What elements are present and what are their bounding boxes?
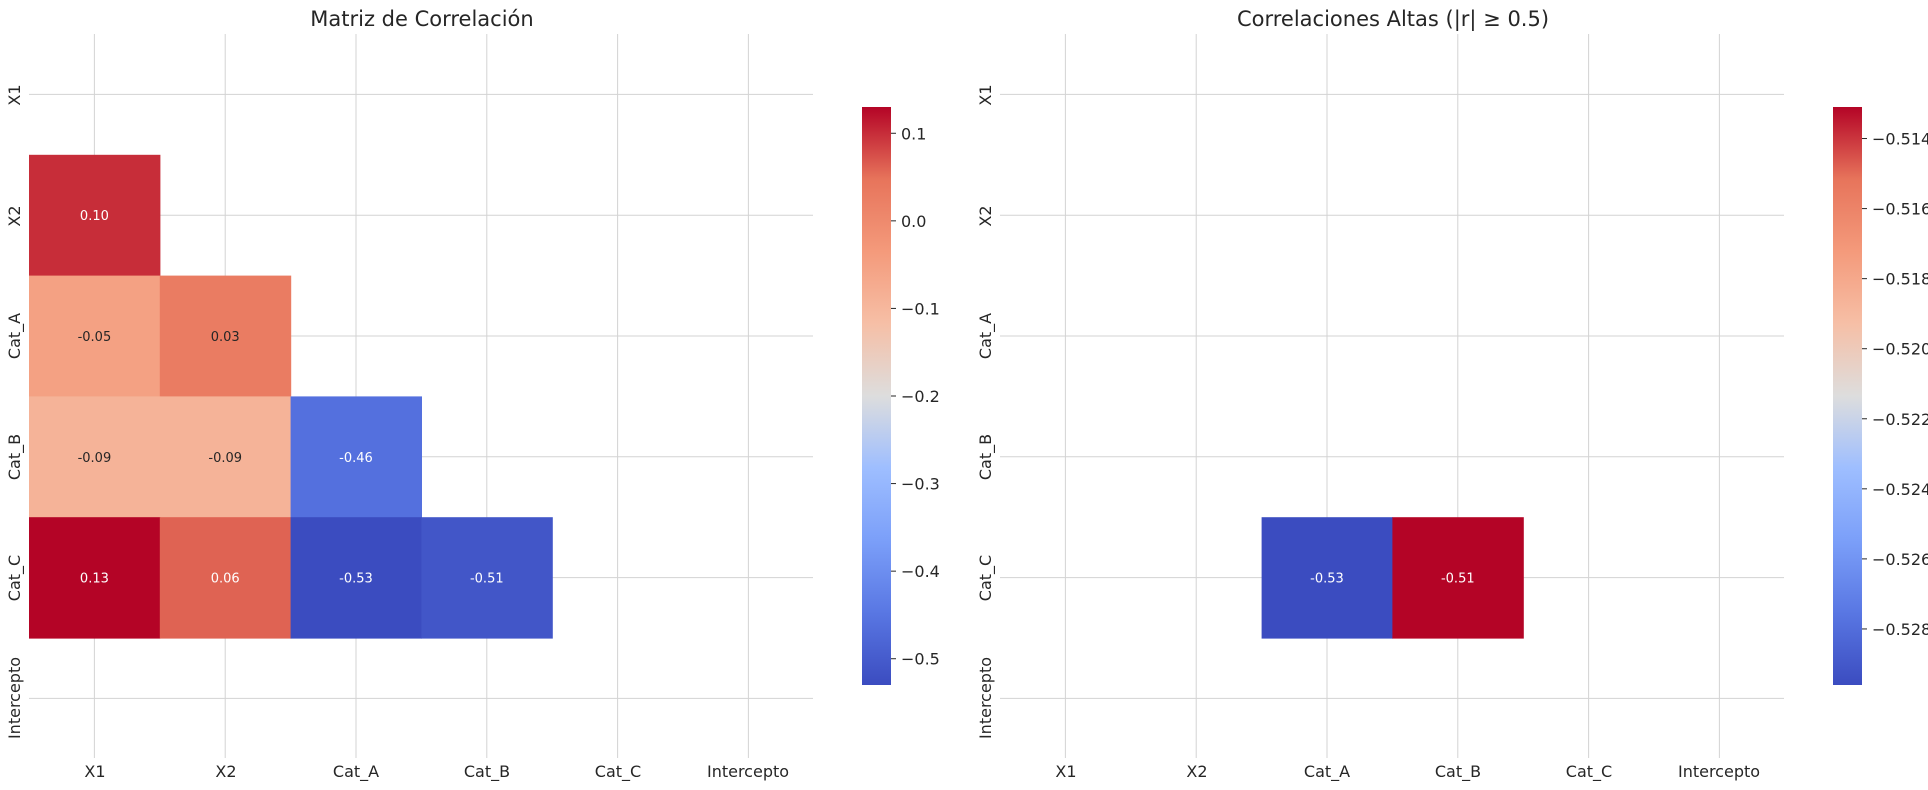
x-axis-right: X1 X2 Cat_A Cat_B Cat_C Intercepto bbox=[1055, 762, 1760, 782]
heatmap-cell bbox=[1261, 517, 1393, 639]
cell-value-label: 0.13 bbox=[80, 572, 109, 587]
heatmap-cell bbox=[159, 275, 292, 397]
heatmap-cell bbox=[159, 396, 292, 518]
x-tick-label: Cat_C bbox=[595, 762, 641, 782]
x-tick-label: X1 bbox=[1055, 762, 1076, 781]
y-tick-label: X1 bbox=[976, 84, 995, 105]
colorbar-tick-label: −0.3 bbox=[901, 475, 940, 494]
y-tick-label: Cat_A bbox=[5, 313, 25, 359]
cell-value-label: -0.53 bbox=[1310, 572, 1344, 587]
cell-value-label: -0.09 bbox=[208, 451, 242, 466]
y-axis-right: X1 X2 Cat_A Cat_B Cat_C Intercepto bbox=[976, 84, 996, 739]
heatmap-cell bbox=[290, 517, 422, 639]
heatmap-cells-left: 0.10 -0.05 0.03 -0.09 -0.09 -0.46 0.13 0.06 -0.5… bbox=[29, 154, 553, 639]
cell-value-label: 0.03 bbox=[211, 330, 240, 345]
colorbar-tick-label: −0.524 bbox=[1872, 480, 1928, 499]
x-tick-label: Cat_C bbox=[1566, 762, 1612, 782]
y-tick-label: Intercepto bbox=[5, 657, 24, 739]
cell-value-label: -0.09 bbox=[78, 451, 112, 466]
y-tick-label: Cat_B bbox=[5, 434, 25, 480]
cell-value-label: -0.51 bbox=[470, 572, 504, 587]
colorbar-tick-label: 0.0 bbox=[901, 212, 926, 231]
y-tick-label: Cat_C bbox=[976, 555, 996, 601]
heatmap-cell bbox=[1392, 517, 1524, 639]
heatmap-cell bbox=[159, 517, 292, 639]
heatmap-cell bbox=[29, 396, 161, 518]
cell-value-label: -0.05 bbox=[78, 330, 112, 345]
x-tick-label: Cat_B bbox=[1435, 762, 1481, 782]
colorbar-tick-label: −0.514 bbox=[1872, 130, 1928, 149]
colorbar-tick-label: −0.4 bbox=[901, 562, 940, 581]
colorbar-ticks-left: 0.1 0.0 −0.1 −0.2 −0.3 −0.4 −0.5 bbox=[891, 124, 940, 669]
y-tick-label: Intercepto bbox=[976, 657, 995, 739]
heatmap-cell bbox=[29, 275, 161, 397]
colorbar-right bbox=[1833, 107, 1862, 685]
cell-value-label: -0.53 bbox=[339, 572, 373, 587]
x-tick-label: Cat_A bbox=[1304, 762, 1350, 782]
y-axis-left: X1 X2 Cat_A Cat_B Cat_C Intercepto bbox=[5, 84, 25, 739]
colorbar-tick-label: −0.520 bbox=[1872, 340, 1928, 359]
x-tick-label: Cat_B bbox=[464, 762, 510, 782]
x-tick-label: Intercepto bbox=[1678, 762, 1760, 781]
colorbar-tick-label: −0.526 bbox=[1872, 550, 1928, 569]
colorbar-tick-label: 0.1 bbox=[901, 124, 926, 143]
heatmap-cell bbox=[290, 396, 422, 518]
x-tick-label: X2 bbox=[1186, 762, 1207, 781]
heatmap-panel-left: Matriz de Correlación 0.10 -0.05 0.03 -0.09… bbox=[5, 7, 940, 782]
cell-value-label: 0.06 bbox=[211, 572, 240, 587]
heatmap-panel-right: Correlaciones Altas (|r| ≥ 0.5) -0.53 -0.… bbox=[976, 7, 1928, 782]
colorbar-tick-label: −0.516 bbox=[1872, 200, 1928, 219]
colorbar-ticks-right: −0.514 −0.516 −0.518 −0.520 −0.522 −0.524 −0.5… bbox=[1862, 130, 1928, 639]
heatmap-cells-right: -0.53 -0.51 bbox=[1261, 517, 1524, 639]
grid-right bbox=[1000, 34, 1784, 758]
colorbar-tick-label: −0.2 bbox=[901, 387, 940, 406]
x-tick-label: Cat_A bbox=[333, 762, 379, 782]
colorbar-tick-label: −0.5 bbox=[901, 650, 940, 669]
cell-value-label: 0.10 bbox=[80, 209, 109, 224]
y-tick-label: X2 bbox=[5, 205, 24, 226]
y-tick-label: Cat_A bbox=[976, 313, 996, 359]
chart-title-left: Matriz de Correlación bbox=[310, 7, 533, 31]
y-tick-label: X1 bbox=[5, 84, 24, 105]
y-tick-label: Cat_C bbox=[5, 555, 25, 601]
colorbar-tick-label: −0.1 bbox=[901, 299, 940, 318]
x-tick-label: X2 bbox=[215, 762, 236, 781]
heatmap-cell bbox=[421, 517, 553, 639]
cell-value-label: -0.51 bbox=[1441, 572, 1475, 587]
colorbar-tick-label: −0.518 bbox=[1872, 270, 1928, 289]
colorbar-tick-label: −0.522 bbox=[1872, 410, 1928, 429]
heatmap-cell bbox=[29, 154, 161, 277]
colorbar-left bbox=[862, 107, 891, 685]
cell-value-label: -0.46 bbox=[339, 451, 373, 466]
y-tick-label: Cat_B bbox=[976, 434, 996, 480]
chart-title-right: Correlaciones Altas (|r| ≥ 0.5) bbox=[1237, 7, 1549, 32]
x-axis-left: X1 X2 Cat_A Cat_B Cat_C Intercepto bbox=[84, 762, 789, 782]
y-tick-label: X2 bbox=[976, 205, 995, 226]
colorbar-tick-label: −0.528 bbox=[1872, 620, 1928, 639]
x-tick-label: Intercepto bbox=[707, 762, 789, 781]
heatmap-cell bbox=[29, 517, 161, 639]
x-tick-label: X1 bbox=[84, 762, 105, 781]
